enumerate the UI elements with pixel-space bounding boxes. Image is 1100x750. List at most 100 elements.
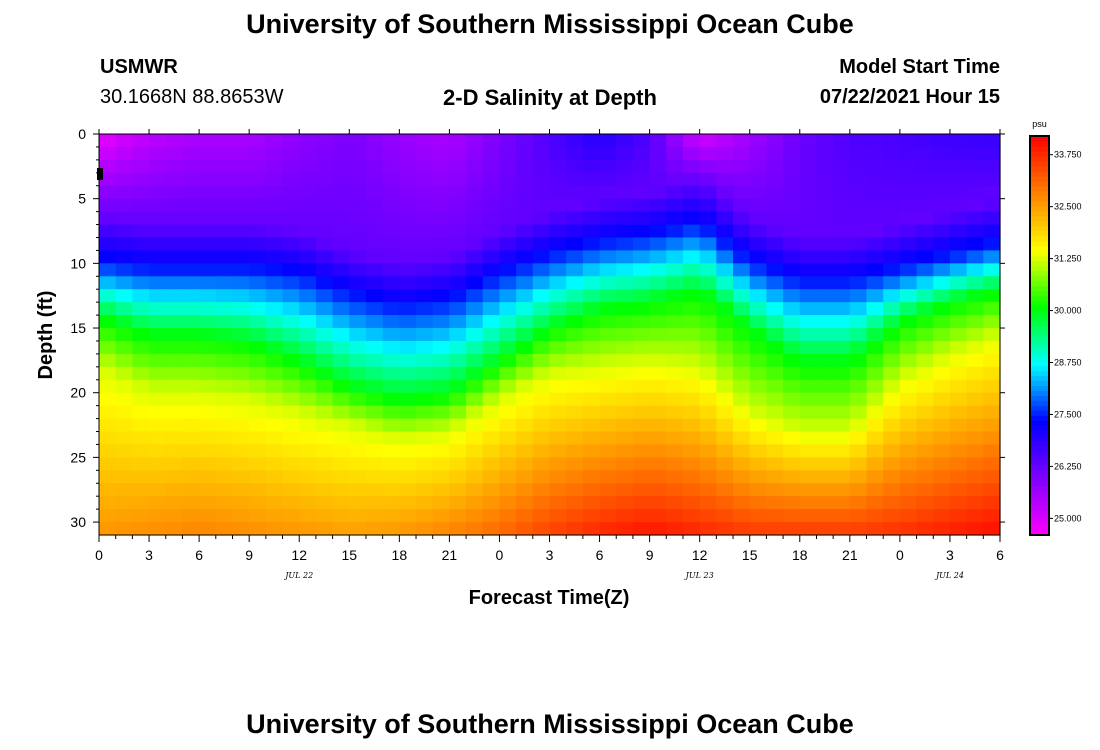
- heatmap-cell: [682, 237, 701, 252]
- heatmap-cell: [949, 289, 968, 303]
- heatmap-cell: [733, 496, 751, 510]
- heatmap-cell: [232, 340, 250, 355]
- heatmap-cell: [165, 276, 184, 290]
- heatmap-cell: [549, 483, 567, 497]
- heatmap-cell: [516, 237, 534, 252]
- heatmap-cell: [332, 496, 350, 510]
- heatmap-cell: [99, 431, 117, 446]
- heatmap-cell: [632, 418, 651, 433]
- heatmap-cell: [199, 302, 217, 316]
- heatmap-cell: [566, 302, 584, 316]
- heatmap-cell: [249, 522, 267, 536]
- heatmap-cell: [282, 496, 300, 510]
- heatmap-cell: [299, 522, 317, 536]
- heatmap-cell: [883, 353, 901, 368]
- heatmap-cell: [649, 457, 667, 471]
- heatmap-cell: [883, 198, 901, 213]
- heatmap-cell: [849, 198, 868, 213]
- heatmap-cell: [182, 211, 200, 226]
- heatmap-cell: [983, 392, 1001, 407]
- heatmap-cell: [883, 263, 901, 277]
- heatmap-cell: [816, 134, 834, 148]
- heatmap-cell: [716, 340, 734, 355]
- heatmap-cell: [232, 289, 250, 303]
- colorbar-segment: [1030, 470, 1049, 476]
- heatmap-cell: [966, 379, 984, 394]
- heatmap-cell: [215, 405, 234, 420]
- heatmap-cell: [916, 198, 934, 213]
- heatmap-cell: [949, 263, 968, 277]
- heatmap-cell: [866, 444, 884, 458]
- heatmap-cell: [249, 379, 267, 394]
- heatmap-cell: [182, 496, 200, 510]
- heatmap-cell: [149, 405, 167, 420]
- heatmap-cell: [833, 134, 851, 148]
- heatmap-cell: [666, 134, 684, 148]
- heatmap-cell: [949, 379, 968, 394]
- colorbar-segment: [1030, 355, 1049, 362]
- heatmap-cell: [666, 457, 684, 471]
- heatmap-cell: [466, 470, 484, 484]
- heatmap-cell: [582, 457, 601, 471]
- heatmap-cell: [516, 496, 534, 510]
- heatmap-cell: [499, 457, 517, 471]
- heatmap-cell: [866, 224, 884, 239]
- heatmap-cell: [332, 211, 350, 226]
- heatmap-cell: [315, 263, 334, 277]
- heatmap-cell: [115, 172, 133, 187]
- heatmap-cell: [766, 198, 784, 213]
- heatmap-cell: [749, 392, 768, 407]
- heatmap-cell: [566, 185, 584, 200]
- heatmap-cell: [899, 250, 918, 264]
- heatmap-cell: [499, 146, 517, 161]
- heatmap-cell: [632, 457, 651, 471]
- heatmap-cell: [199, 159, 217, 174]
- heatmap-cell: [616, 483, 634, 497]
- heatmap-cell: [833, 198, 851, 213]
- heatmap-cell: [115, 302, 133, 316]
- heatmap-cell: [682, 146, 701, 161]
- heatmap-cell: [432, 457, 450, 471]
- heatmap-cell: [516, 457, 534, 471]
- heatmap-cell: [482, 263, 501, 277]
- heatmap-cell: [382, 496, 400, 510]
- heatmap-cell: [482, 418, 501, 433]
- heatmap-cell: [816, 522, 834, 536]
- heatmap-cell: [632, 185, 651, 200]
- heatmap-cell: [549, 315, 567, 329]
- heatmap-cell: [149, 172, 167, 187]
- colorbar-segment: [1030, 290, 1049, 297]
- heatmap-cell: [249, 483, 267, 497]
- heatmap-cell: [365, 457, 384, 471]
- heatmap-cell: [766, 353, 784, 368]
- heatmap-cell: [282, 315, 300, 329]
- heatmap-cell: [549, 328, 567, 342]
- heatmap-cell: [549, 379, 567, 394]
- heatmap-cell: [649, 405, 667, 420]
- heatmap-cell: [833, 379, 851, 394]
- heatmap-cell: [99, 379, 117, 394]
- heatmap-cell: [532, 340, 551, 355]
- heatmap-cell: [766, 315, 784, 329]
- heatmap-cell: [215, 496, 234, 510]
- heatmap-cell: [532, 159, 551, 174]
- heatmap-cell: [165, 224, 184, 239]
- heatmap-cell: [899, 159, 918, 174]
- heatmap-cell: [282, 263, 300, 277]
- heatmap-cell: [199, 353, 217, 368]
- heatmap-cell: [549, 224, 567, 239]
- heatmap-cell: [199, 315, 217, 329]
- heatmap-cell: [749, 483, 768, 497]
- heatmap-cell: [382, 405, 400, 420]
- heatmap-cell: [215, 146, 234, 161]
- heatmap-cell: [399, 302, 417, 316]
- heatmap-cell: [616, 470, 634, 484]
- heatmap-cell: [382, 379, 400, 394]
- heatmap-cell: [549, 457, 567, 471]
- heatmap-cell: [949, 211, 968, 226]
- heatmap-cell: [199, 289, 217, 303]
- heatmap-cell: [499, 315, 517, 329]
- heatmap-cell: [199, 522, 217, 536]
- heatmap-cell: [249, 237, 267, 252]
- heatmap-cell: [115, 134, 133, 148]
